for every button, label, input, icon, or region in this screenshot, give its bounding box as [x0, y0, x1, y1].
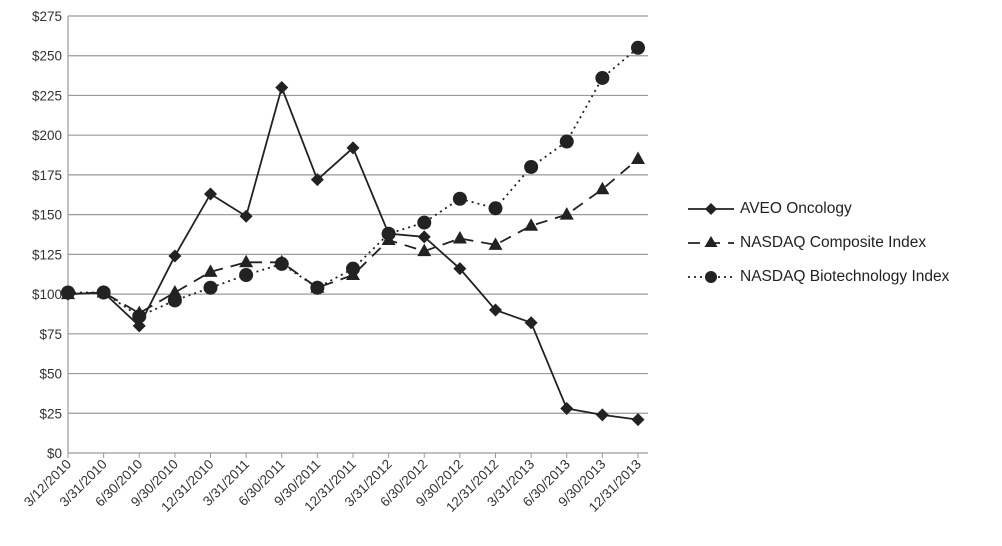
- data-series: [61, 40, 645, 427]
- data-point-triangle: [524, 218, 539, 231]
- data-point-triangle: [595, 181, 610, 195]
- y-tick-label: $0: [47, 446, 62, 461]
- data-point-diamond: [168, 249, 182, 263]
- y-tick-label: $225: [32, 88, 62, 103]
- legend-label: AVEO Oncology: [740, 200, 852, 217]
- data-point-circle: [167, 293, 182, 308]
- data-point-circle: [452, 191, 467, 206]
- data-point-triangle: [559, 207, 574, 220]
- y-tick-label: $100: [32, 287, 62, 302]
- x-axis-tick-labels: 3/12/20103/31/20106/30/20109/30/201012/3…: [21, 457, 644, 515]
- data-point-triangle: [239, 254, 254, 268]
- data-point-circle: [595, 70, 610, 85]
- data-point-diamond: [453, 262, 467, 276]
- data-point-circle: [132, 309, 147, 324]
- data-point-diamond: [310, 173, 324, 187]
- legend-marker-diamond: [688, 203, 734, 215]
- data-point-diamond: [204, 187, 217, 201]
- data-point-circle: [559, 134, 574, 149]
- data-point-diamond: [275, 81, 289, 95]
- y-axis-tick-labels: $0 $25 $50 $75 $100 $125 $150 $175 $200 $225 $250 $…: [32, 9, 62, 461]
- y-tick-label: $125: [32, 247, 62, 262]
- data-point-diamond: [631, 413, 645, 427]
- data-point-diamond: [239, 209, 253, 223]
- data-point-triangle: [452, 230, 467, 244]
- data-point-diamond: [417, 230, 431, 244]
- data-point-diamond: [132, 319, 146, 333]
- data-point-circle: [274, 256, 289, 271]
- data-point-circle: [488, 201, 503, 216]
- data-point-diamond: [489, 303, 502, 317]
- data-point-circle: [346, 261, 360, 276]
- data-point-triangle: [203, 264, 218, 277]
- data-point-triangle: [417, 243, 432, 257]
- legend-label: NASDAQ Biotechnology Index: [740, 268, 950, 285]
- y-tick-label: $175: [32, 168, 62, 183]
- data-point-circle: [61, 285, 75, 300]
- y-tick-label: $150: [32, 208, 62, 223]
- y-tick-label: $200: [32, 128, 62, 143]
- data-point-circle: [239, 268, 254, 283]
- data-point-circle: [631, 40, 645, 55]
- legend-item-aveo: AVEO Oncology: [688, 192, 949, 226]
- y-tick-label: $50: [39, 367, 62, 382]
- y-tick-label: $275: [32, 9, 62, 24]
- data-point-circle: [524, 159, 539, 174]
- data-point-triangle: [488, 237, 503, 250]
- legend-label: NASDAQ Composite Index: [740, 234, 927, 251]
- legend-marker-triangle: [688, 236, 734, 247]
- legend: AVEO Oncology NASDAQ Composite Index NAS…: [688, 192, 949, 294]
- data-point-circle: [203, 280, 218, 295]
- data-point-circle: [417, 215, 432, 230]
- series-line: [67, 84, 639, 421]
- legend-marker-circle: [688, 271, 734, 283]
- data-point-circle: [96, 285, 111, 300]
- data-point-diamond: [346, 141, 360, 155]
- data-point-diamond: [524, 316, 538, 330]
- y-tick-label: $25: [39, 406, 62, 421]
- data-point-diamond: [560, 402, 574, 416]
- data-point-circle: [381, 226, 396, 241]
- data-point-diamond: [595, 408, 609, 422]
- legend-item-nasdaq-composite: NASDAQ Composite Index: [688, 226, 949, 260]
- series-line: [67, 158, 639, 315]
- legend-item-nasdaq-biotech: NASDAQ Biotechnology Index: [688, 260, 949, 294]
- data-point-circle: [310, 280, 325, 295]
- gridlines: [67, 15, 648, 458]
- y-tick-label: $75: [39, 327, 62, 342]
- data-point-triangle: [167, 285, 182, 298]
- y-tick-label: $250: [32, 49, 62, 64]
- data-point-triangle: [631, 151, 645, 165]
